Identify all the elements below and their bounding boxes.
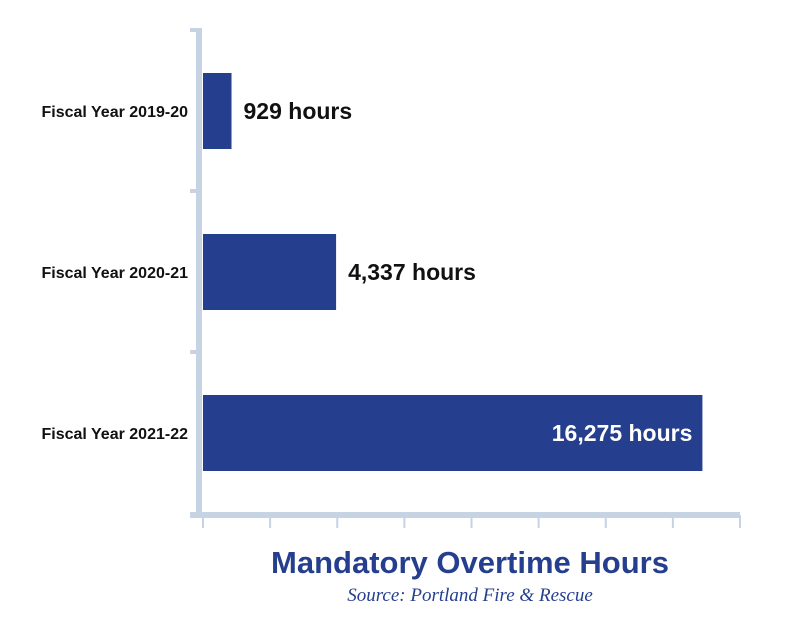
category-label: Fiscal Year 2021-22 <box>42 426 189 443</box>
chart-source: Source: Portland Fire & Rescue <box>347 585 593 606</box>
value-label: 16,275 hours <box>552 420 693 446</box>
value-label: 929 hours <box>244 98 353 124</box>
chart-title: Mandatory Overtime Hours <box>271 545 669 580</box>
axis-layer <box>190 28 741 528</box>
category-label: Fiscal Year 2020-21 <box>42 265 189 282</box>
label-layer: Fiscal Year 2019-20 929 hours Fiscal Year … <box>42 98 693 446</box>
bar-3 <box>203 395 703 471</box>
bar-layer <box>203 73 703 471</box>
category-label: Fiscal Year 2019-20 <box>42 104 189 121</box>
bar-1 <box>203 73 232 149</box>
value-label: 4,337 hours <box>348 259 476 285</box>
bar-2 <box>203 234 337 310</box>
